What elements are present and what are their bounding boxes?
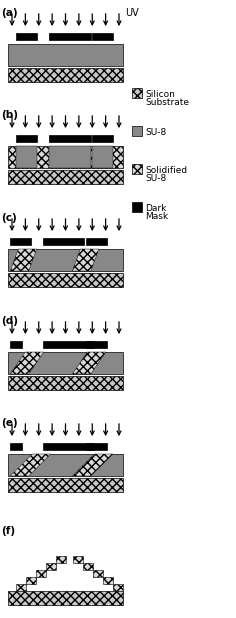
Bar — [10, 443, 22, 450]
Bar — [93, 570, 103, 577]
Bar — [132, 88, 142, 98]
Bar — [8, 170, 123, 184]
Text: UV: UV — [125, 8, 139, 18]
Bar — [56, 556, 66, 563]
Bar — [26, 577, 36, 584]
Text: Dark: Dark — [145, 204, 166, 213]
Bar — [49, 33, 91, 40]
Text: SU-8: SU-8 — [145, 174, 166, 183]
Bar — [16, 146, 37, 168]
Bar — [42, 443, 94, 450]
Bar — [8, 146, 123, 168]
Bar — [86, 341, 107, 348]
Bar — [132, 202, 142, 212]
Text: SU-8: SU-8 — [145, 128, 166, 137]
Polygon shape — [10, 454, 51, 476]
Bar — [49, 135, 91, 142]
Bar — [8, 352, 123, 374]
Bar — [8, 68, 123, 82]
Bar — [36, 570, 46, 577]
Bar — [49, 146, 91, 168]
Bar — [103, 577, 113, 584]
Bar — [8, 376, 123, 390]
Bar — [73, 556, 83, 563]
Bar — [113, 584, 123, 591]
Bar — [92, 135, 113, 142]
Text: Silicon: Silicon — [145, 90, 175, 99]
Text: Substrate: Substrate — [145, 98, 189, 107]
Text: (e): (e) — [1, 418, 18, 428]
Bar — [92, 146, 113, 168]
Polygon shape — [10, 249, 37, 271]
Polygon shape — [10, 352, 44, 374]
Text: (b): (b) — [1, 110, 18, 120]
Bar — [8, 591, 123, 605]
Bar — [10, 238, 31, 245]
Bar — [42, 341, 94, 348]
Text: (d): (d) — [1, 316, 18, 326]
Text: (a): (a) — [1, 8, 18, 18]
Bar — [8, 478, 123, 492]
Bar — [8, 454, 123, 476]
Bar — [42, 238, 84, 245]
Text: (f): (f) — [1, 526, 15, 536]
Bar — [46, 563, 56, 570]
Bar — [132, 164, 142, 174]
Bar — [8, 44, 123, 66]
Bar — [86, 238, 107, 245]
Bar — [16, 135, 37, 142]
Bar — [8, 273, 123, 287]
Polygon shape — [72, 249, 99, 271]
Text: Solidified: Solidified — [145, 166, 187, 175]
Bar — [92, 33, 113, 40]
Bar — [132, 126, 142, 136]
Bar — [10, 341, 22, 348]
Bar — [16, 33, 37, 40]
Text: Mask: Mask — [145, 212, 168, 221]
Polygon shape — [72, 352, 106, 374]
Bar — [16, 584, 26, 591]
Bar — [8, 249, 123, 271]
Text: (c): (c) — [1, 213, 17, 223]
Bar — [86, 443, 107, 450]
Bar — [83, 563, 93, 570]
Polygon shape — [72, 454, 113, 476]
